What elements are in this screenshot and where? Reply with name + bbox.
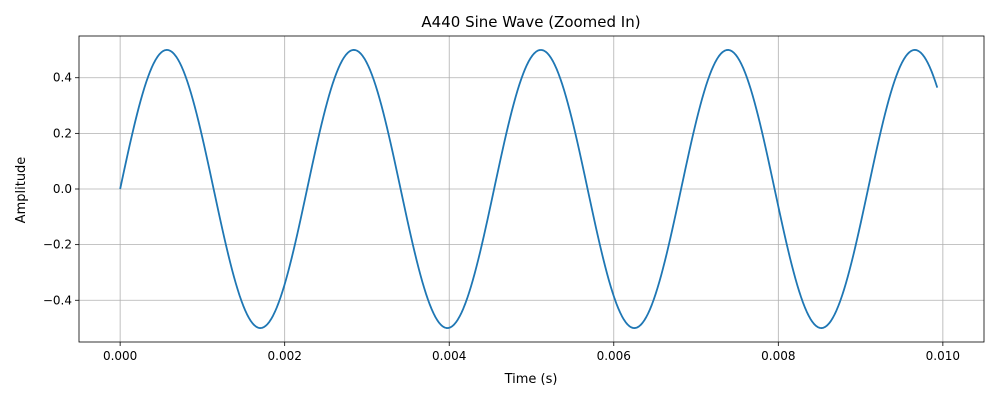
x-tick-label: 0.004 — [432, 349, 466, 363]
x-tick-label: 0.008 — [761, 349, 795, 363]
y-tick-label: 0.0 — [53, 182, 72, 196]
x-tick-label: 0.006 — [597, 349, 631, 363]
x-axis-ticks: 0.000 0.002 0.004 0.006 0.008 0.010 — [103, 342, 960, 363]
x-tick-label: 0.010 — [926, 349, 960, 363]
y-tick-label: −0.4 — [43, 293, 72, 307]
sine-wave-line — [119, 49, 939, 329]
y-tick-label: −0.2 — [43, 238, 72, 252]
y-tick-label: 0.2 — [53, 126, 72, 140]
y-tick-label: 0.4 — [53, 71, 72, 85]
y-axis-ticks: −0.4 −0.2 0.0 0.2 0.4 — [43, 71, 79, 307]
x-tick-label: 0.002 — [268, 349, 302, 363]
x-axis-label: Time (s) — [504, 372, 558, 387]
x-tick-label: 0.000 — [103, 349, 137, 363]
y-axis-label: Amplitude — [14, 157, 29, 224]
series-layer — [119, 49, 939, 329]
grid-layer — [79, 36, 984, 342]
chart-title: A440 Sine Wave (Zoomed In) — [421, 13, 640, 31]
